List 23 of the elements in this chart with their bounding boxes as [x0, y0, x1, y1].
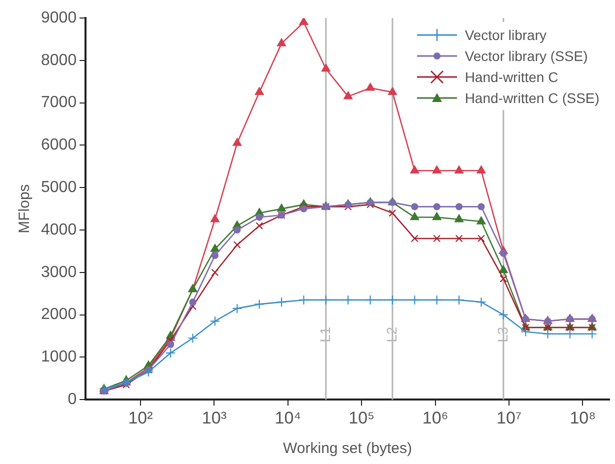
- y-tick-label: 2000: [41, 306, 77, 324]
- y-tick-label: 8000: [41, 52, 77, 69]
- x-tick-label: 10⁴: [274, 408, 302, 428]
- x-tick-label: 10⁶: [422, 408, 448, 428]
- y-tick-label: 3000: [41, 264, 77, 281]
- y-tick-label: 4000: [41, 221, 77, 238]
- y-tick-label: 6000: [41, 136, 77, 154]
- x-tick-label: 10⁵: [348, 408, 375, 428]
- y-tick-label: 1000: [41, 348, 77, 366]
- y-tick-label: 7000: [41, 94, 77, 112]
- y-tick-label: 9000: [41, 9, 77, 26]
- legend-label: Hand-written C (SSE): [464, 90, 600, 106]
- x-tick-label: 10²: [128, 408, 154, 428]
- y-axis-title: MFlops: [16, 184, 34, 234]
- y-tick-label: 0: [68, 391, 77, 408]
- legend-label: Vector library: [464, 26, 547, 42]
- x-tick-label: 10⁸: [570, 408, 596, 428]
- x-axis-title: Working set (bytes): [283, 440, 412, 458]
- x-tick-label: 10⁷: [496, 408, 522, 428]
- legend-label: Vector library (SSE): [464, 48, 588, 64]
- y-tick-label: 5000: [41, 179, 77, 196]
- legend-label: Hand-written C: [464, 68, 558, 84]
- x-tick-label: 10³: [202, 408, 227, 428]
